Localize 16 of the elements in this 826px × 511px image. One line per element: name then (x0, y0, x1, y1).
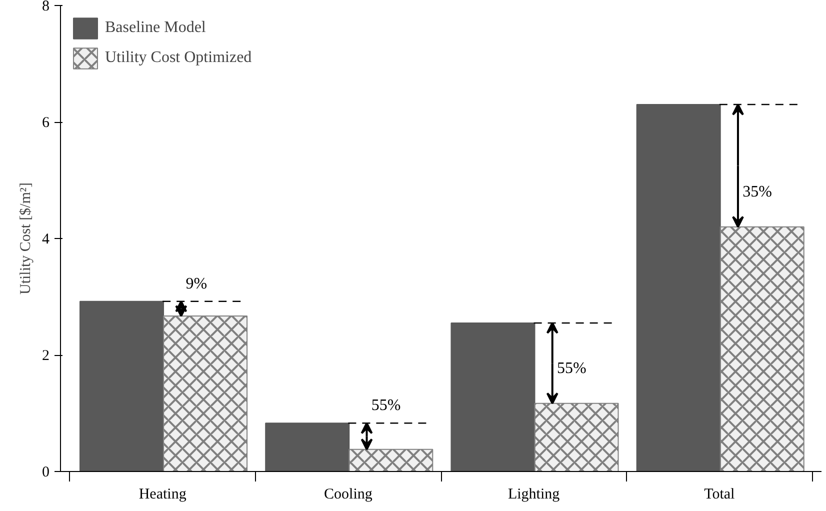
x-tick-label: Heating (138, 486, 187, 502)
x-tick-label: Cooling (324, 486, 373, 502)
y-tick-label: 2 (42, 348, 50, 364)
annotation: 35% (742, 183, 772, 200)
legend-label: Baseline Model (105, 19, 206, 37)
x-tick-label: Total (704, 486, 735, 502)
y-tick-label: 4 (42, 232, 50, 248)
x-tick-label: Lighting (508, 486, 560, 502)
legend-label: Utility Cost Optimized (105, 49, 252, 67)
y-tick-label: 6 (42, 115, 50, 131)
y-axis-title: Utility Cost [$/m²] (18, 182, 34, 294)
y-tick-label: 8 (42, 0, 50, 14)
annotation: 9% (186, 275, 208, 292)
annotation: 55% (557, 360, 586, 377)
annotation: 55% (371, 397, 401, 414)
y-tick-label: 0 (42, 464, 50, 480)
